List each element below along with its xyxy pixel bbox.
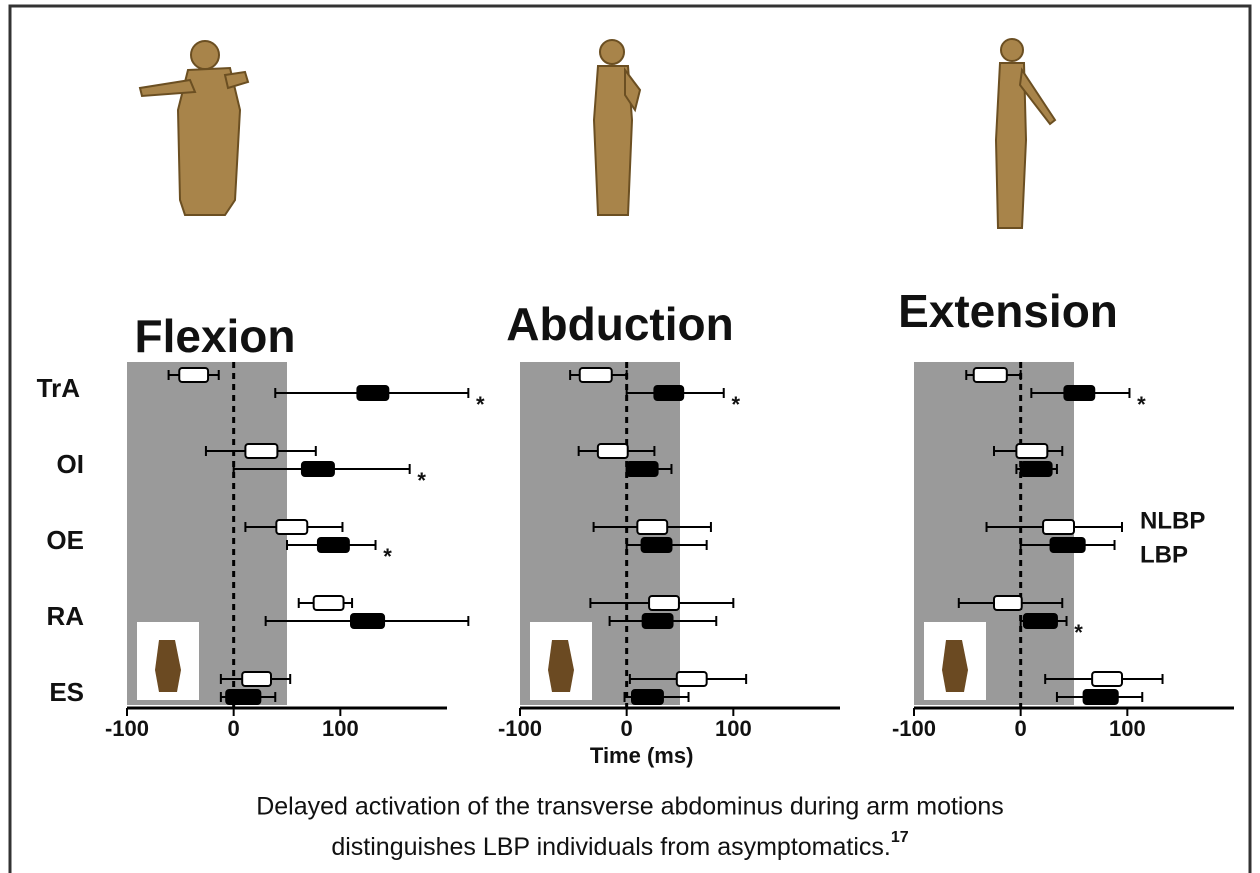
x-tick-label: 100 xyxy=(715,716,752,741)
box xyxy=(1051,538,1085,552)
legend-label: NLBP xyxy=(1140,507,1205,534)
significance-marker: * xyxy=(383,544,392,569)
box xyxy=(351,614,384,628)
box xyxy=(643,614,673,628)
x-tick-label: 0 xyxy=(621,716,633,741)
box xyxy=(637,520,667,534)
chart-title: Flexion xyxy=(134,310,295,362)
box xyxy=(245,444,277,458)
category-label: OI xyxy=(57,449,84,479)
caption-line: distinguishes LBP individuals from asymp… xyxy=(331,829,908,860)
box xyxy=(1024,614,1057,628)
box xyxy=(1021,462,1052,476)
significance-marker: * xyxy=(417,468,426,493)
figure: Delayed activation of the transverse abd… xyxy=(0,0,1260,873)
box xyxy=(1016,444,1047,458)
box xyxy=(994,596,1022,610)
box xyxy=(654,386,683,400)
x-tick-label: 100 xyxy=(1109,716,1146,741)
significance-marker: * xyxy=(1137,392,1146,417)
box xyxy=(318,538,349,552)
box xyxy=(632,690,663,704)
x-tick-label: 100 xyxy=(322,716,359,741)
box xyxy=(580,368,612,382)
box xyxy=(677,672,707,686)
caption-text: distinguishes LBP individuals from asymp… xyxy=(331,833,891,861)
box xyxy=(179,368,208,382)
box xyxy=(1043,520,1074,534)
x-tick-label: 0 xyxy=(228,716,240,741)
significance-marker: * xyxy=(476,392,485,417)
chart-title: Extension xyxy=(898,285,1118,337)
category-label: RA xyxy=(46,601,84,631)
x-tick-label: -100 xyxy=(498,716,542,741)
caption-reference: 17 xyxy=(891,829,909,846)
box xyxy=(276,520,307,534)
caption-line: Delayed activation of the transverse abd… xyxy=(256,793,1004,821)
box xyxy=(242,672,271,686)
box xyxy=(598,444,628,458)
box xyxy=(314,596,344,610)
figure-illustrations xyxy=(140,39,1055,228)
significance-marker: * xyxy=(731,392,740,417)
x-tick-label: -100 xyxy=(892,716,936,741)
x-tick-label: -100 xyxy=(105,716,149,741)
box xyxy=(627,462,658,476)
significance-marker: * xyxy=(1074,620,1083,645)
chart-title: Abduction xyxy=(506,298,733,350)
category-label: ES xyxy=(49,677,84,707)
legend-label: LBP xyxy=(1140,541,1188,568)
box xyxy=(1064,386,1094,400)
box xyxy=(226,690,260,704)
x-tick-label: 0 xyxy=(1015,716,1027,741)
x-axis-label: Time (ms) xyxy=(590,743,694,768)
box xyxy=(1084,690,1118,704)
box xyxy=(642,538,672,552)
category-label: OE xyxy=(46,525,84,555)
category-label: TrA xyxy=(37,373,81,403)
box xyxy=(1092,672,1122,686)
box xyxy=(357,386,388,400)
box xyxy=(649,596,679,610)
box xyxy=(974,368,1007,382)
box xyxy=(302,462,334,476)
